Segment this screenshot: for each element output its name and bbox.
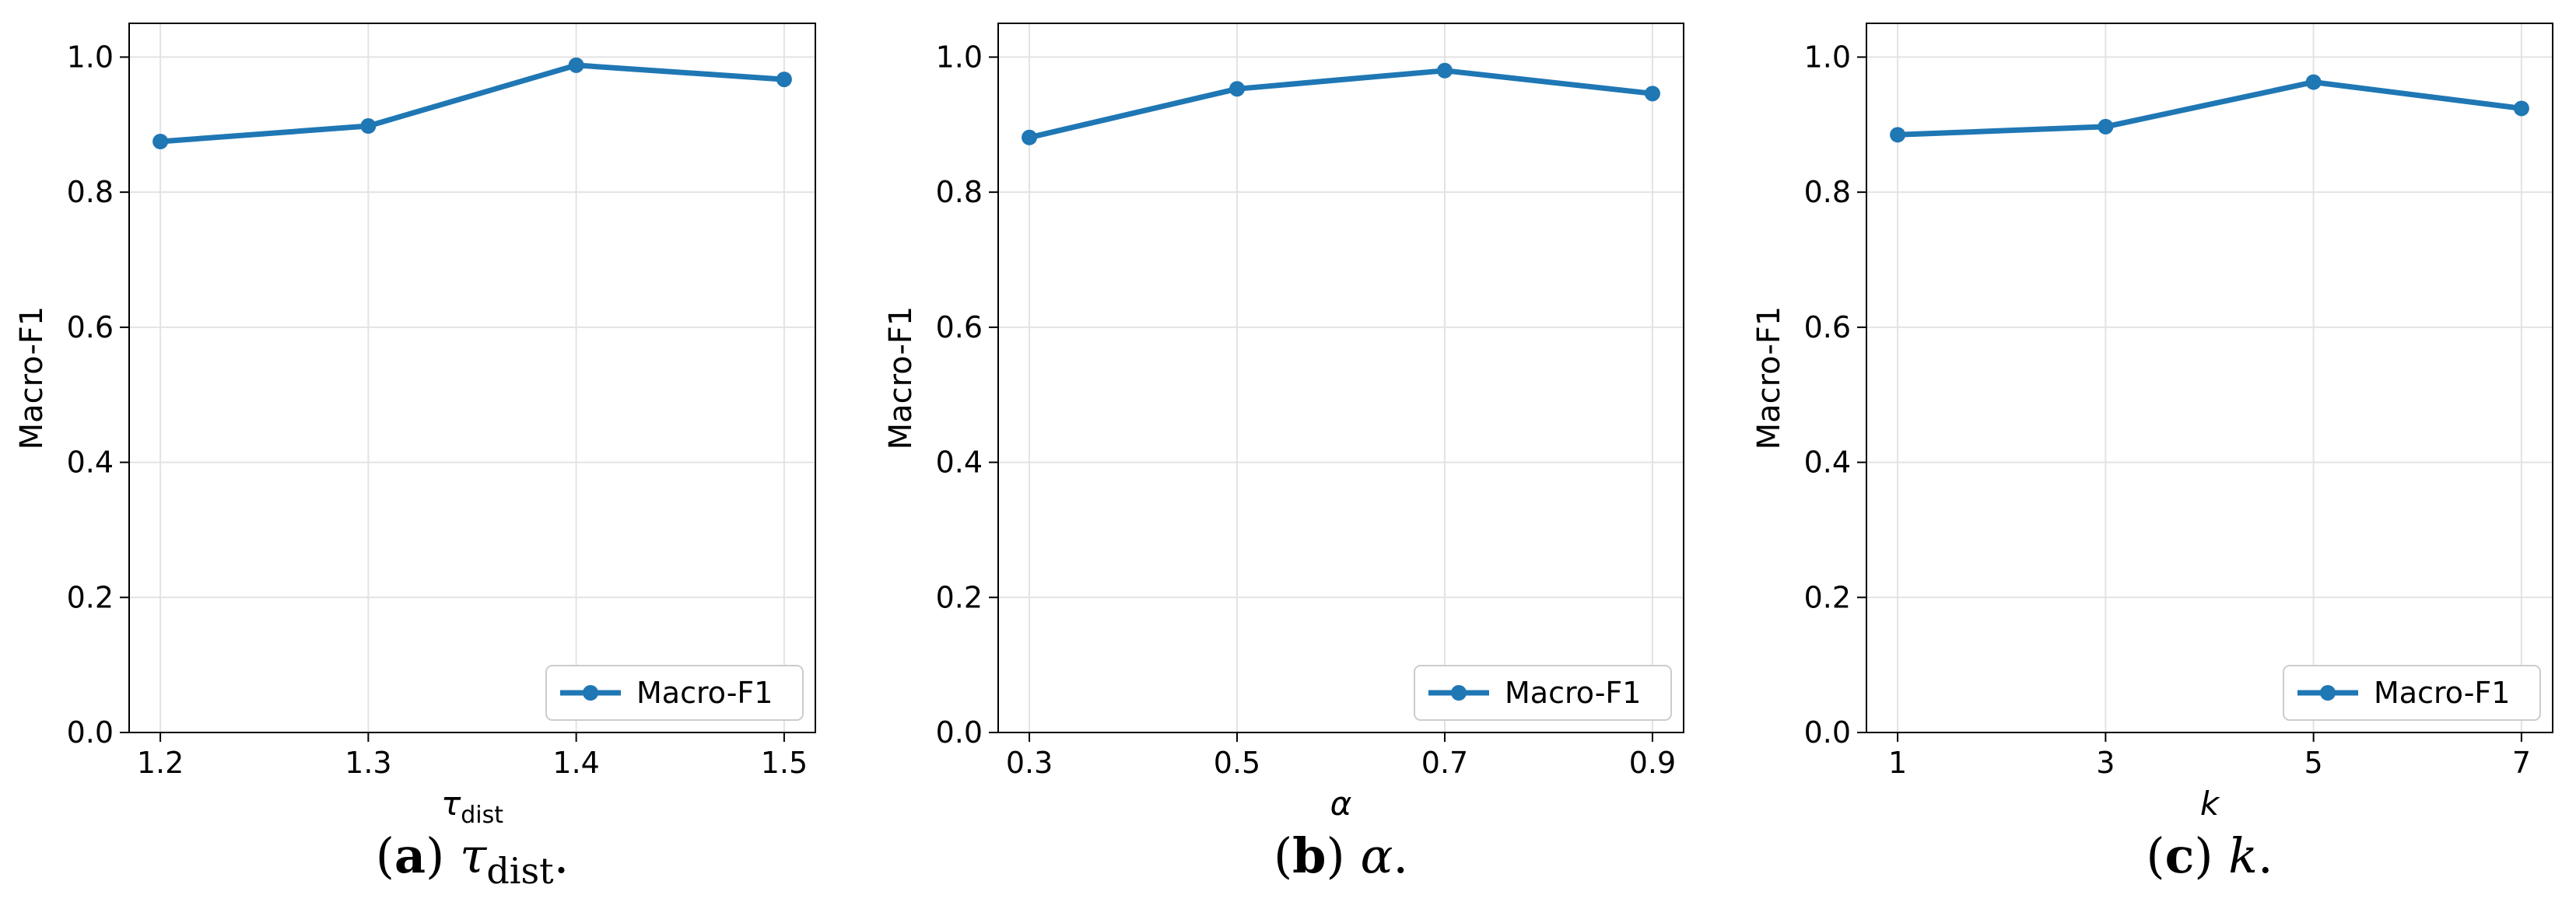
subplot-3: 0.0 0.2 0.4 0.6 0.8 1.0 1 3 5 7 Macro-F1 k Macro-F1 (… (1751, 23, 2553, 884)
y-tick-label: 0.8 (1804, 175, 1851, 209)
legend-label: Macro-F1 (2374, 676, 2510, 710)
legend-marker (583, 685, 598, 701)
y-tick-label: 0.2 (1804, 580, 1851, 614)
x-tick-label: 0.3 (1006, 746, 1053, 780)
caption-end: . (554, 827, 570, 884)
caption-part: ) (2194, 827, 2228, 884)
y-tick-label: 0.0 (1804, 715, 1851, 750)
data-point (1229, 81, 1246, 97)
y-tick-label: 0.6 (936, 310, 983, 344)
legend-label: Macro-F1 (636, 676, 773, 710)
y-axis-label: Macro-F1 (1751, 306, 1787, 450)
caption-part: a (394, 827, 426, 884)
subplot-caption: (b) α. (1274, 827, 1408, 884)
caption-end: . (1393, 827, 1408, 884)
data-point (2305, 74, 2322, 90)
caption-part: ( (2146, 827, 2164, 884)
subplot-1: 0.0 0.2 0.4 0.6 0.8 1.0 1.2 1.3 1.4 1.5 Macro-F1 τd… (14, 23, 816, 892)
legend-marker (2320, 685, 2336, 701)
y-tick-label: 0.4 (936, 446, 983, 480)
legend: Macro-F1 (1414, 665, 1672, 721)
x-tick-label: 0.5 (1214, 746, 1260, 780)
x-axis-label-main: α (1330, 785, 1352, 823)
y-tick-label: 0.4 (1804, 446, 1851, 480)
data-point (1436, 62, 1453, 79)
y-tick-label: 0.6 (67, 310, 114, 344)
caption-part: ( (1274, 827, 1292, 884)
data-point (1022, 129, 1038, 145)
x-tick-label: 1 (1888, 746, 1907, 780)
caption-sub: dist (486, 850, 554, 892)
data-point (2513, 100, 2529, 117)
data-point (360, 118, 377, 135)
legend-box (545, 665, 804, 721)
x-tick-label: 1.3 (345, 746, 391, 780)
axes-frame (1866, 23, 2553, 733)
x-tick-label: 0.7 (1421, 746, 1468, 780)
series-line (157, 62, 787, 145)
x-tick-label: 7 (2512, 746, 2531, 780)
axes-frame (997, 23, 1684, 733)
legend-marker (1451, 685, 1467, 701)
data-point (1644, 86, 1660, 102)
caption-part: b (1292, 827, 1326, 884)
y-tick-label: 0.0 (67, 715, 114, 750)
data-point (776, 72, 792, 88)
data-point (1890, 127, 1906, 143)
x-tick-label: 0.9 (1629, 746, 1676, 780)
x-tick-label: 1.5 (761, 746, 808, 780)
y-axis-label: Macro-F1 (14, 306, 50, 450)
x-tick-label: 1.2 (137, 746, 184, 780)
y-tick-label: 0.4 (67, 446, 114, 480)
series-line (1026, 68, 1656, 141)
x-axis-label: α (1330, 785, 1352, 823)
x-axis-label: k (2200, 785, 2220, 823)
y-tick-label: 0.0 (936, 715, 983, 750)
subplot-caption: (c) k. (2146, 827, 2273, 884)
y-tick-label: 1.0 (936, 40, 983, 74)
y-axis-label: Macro-F1 (883, 306, 919, 450)
legend-box (1414, 665, 1672, 721)
x-axis-label: τdist (441, 785, 503, 829)
subplot-caption: (a) τdist. (376, 827, 570, 892)
caption-part: ) (426, 827, 460, 884)
x-tick-label: 3 (2096, 746, 2115, 780)
data-point (2098, 118, 2114, 135)
x-axis-label-main: k (2200, 785, 2220, 823)
x-axis-label-sub: dist (461, 802, 503, 829)
legend: Macro-F1 (545, 665, 804, 721)
y-tick-label: 0.6 (1804, 310, 1851, 344)
caption-end: . (2258, 827, 2273, 884)
caption-part: ( (376, 827, 394, 884)
y-tick-label: 1.0 (1804, 40, 1851, 74)
caption-part: α (1360, 827, 1393, 884)
y-tick-label: 0.8 (67, 175, 114, 209)
subplot-2: 0.0 0.2 0.4 0.6 0.8 1.0 0.3 0.5 0.7 0.9 Macro-F1 α M… (883, 23, 1684, 884)
caption-part: ) (1327, 827, 1361, 884)
series-line (1894, 79, 2525, 138)
caption-part: τ (460, 827, 488, 884)
y-tick-label: 0.2 (67, 580, 114, 614)
legend-box (2283, 665, 2541, 721)
data-point (152, 134, 169, 149)
caption-part: k (2228, 827, 2258, 884)
legend: Macro-F1 (2283, 665, 2541, 721)
y-tick-label: 0.8 (936, 175, 983, 209)
caption-part: c (2165, 827, 2195, 884)
y-tick-label: 0.2 (936, 580, 983, 614)
x-tick-label: 1.4 (552, 746, 599, 780)
data-point (568, 57, 584, 73)
y-tick-label: 1.0 (67, 40, 114, 74)
x-tick-label: 5 (2304, 746, 2323, 780)
legend-label: Macro-F1 (1505, 676, 1641, 710)
axes-frame (128, 23, 816, 733)
x-axis-label-main: τ (441, 785, 461, 823)
